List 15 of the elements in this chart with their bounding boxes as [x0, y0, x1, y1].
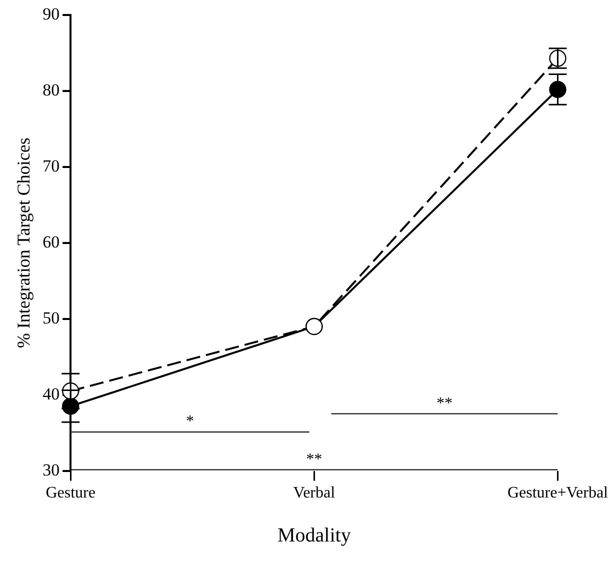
y-tick-label: 30 [42, 460, 60, 480]
annotation: ** [436, 394, 452, 412]
y-tick-label: 40 [42, 384, 60, 404]
x-tick-label: Gesture [46, 484, 96, 502]
y-tick-label: 60 [42, 232, 60, 252]
y-axis-title: % Integration Target Choices [14, 138, 34, 348]
y-tick-label: 50 [42, 308, 60, 328]
x-tick-label: Verbal [293, 484, 336, 502]
x-tick-label: Gesture+Verbal [507, 484, 609, 502]
x-axis-title: Modality [277, 524, 351, 546]
y-tick-label: 90 [42, 4, 60, 24]
y-tick-label: 80 [42, 80, 60, 100]
annotation: ** [306, 451, 322, 468]
annotation: * [186, 413, 194, 430]
y-tick-label: 70 [42, 156, 60, 176]
